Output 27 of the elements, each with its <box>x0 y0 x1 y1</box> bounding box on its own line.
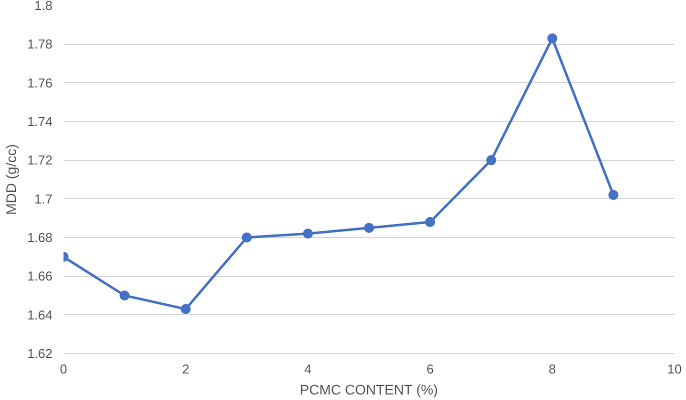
x-tick-label: 10 <box>667 362 682 376</box>
point <box>364 222 374 233</box>
y-tick-label: 1.8 <box>34 0 53 13</box>
point <box>302 228 313 239</box>
x-axis-title: PCMC CONTENT (%) <box>300 382 438 398</box>
point <box>242 232 252 242</box>
y-tick-label: 1.64 <box>27 307 53 322</box>
x-tick-label: 0 <box>60 362 68 376</box>
y-tick-label: 1.66 <box>27 268 53 284</box>
y-tick-label: 1.74 <box>27 114 53 129</box>
y-tick-label: 1.72 <box>27 152 53 168</box>
y-tick-label: 1.76 <box>27 75 53 90</box>
point <box>120 290 130 300</box>
x-tick-label: 4 <box>304 362 312 376</box>
x-tick-label: 8 <box>548 362 556 376</box>
y-tick-label: 1.7 <box>34 191 53 206</box>
point <box>547 33 558 44</box>
y-tick-label: 1.78 <box>27 36 53 52</box>
point <box>608 190 618 200</box>
x-tick-label: 2 <box>182 362 190 376</box>
y-tick-label: 1.62 <box>27 346 53 361</box>
y-axis-title: MDD (g/cc) <box>3 144 20 215</box>
point <box>425 217 436 228</box>
x-tick-label: 6 <box>426 362 434 376</box>
y-tick-label: 1.68 <box>27 230 53 245</box>
point <box>180 304 191 314</box>
point <box>486 155 496 166</box>
